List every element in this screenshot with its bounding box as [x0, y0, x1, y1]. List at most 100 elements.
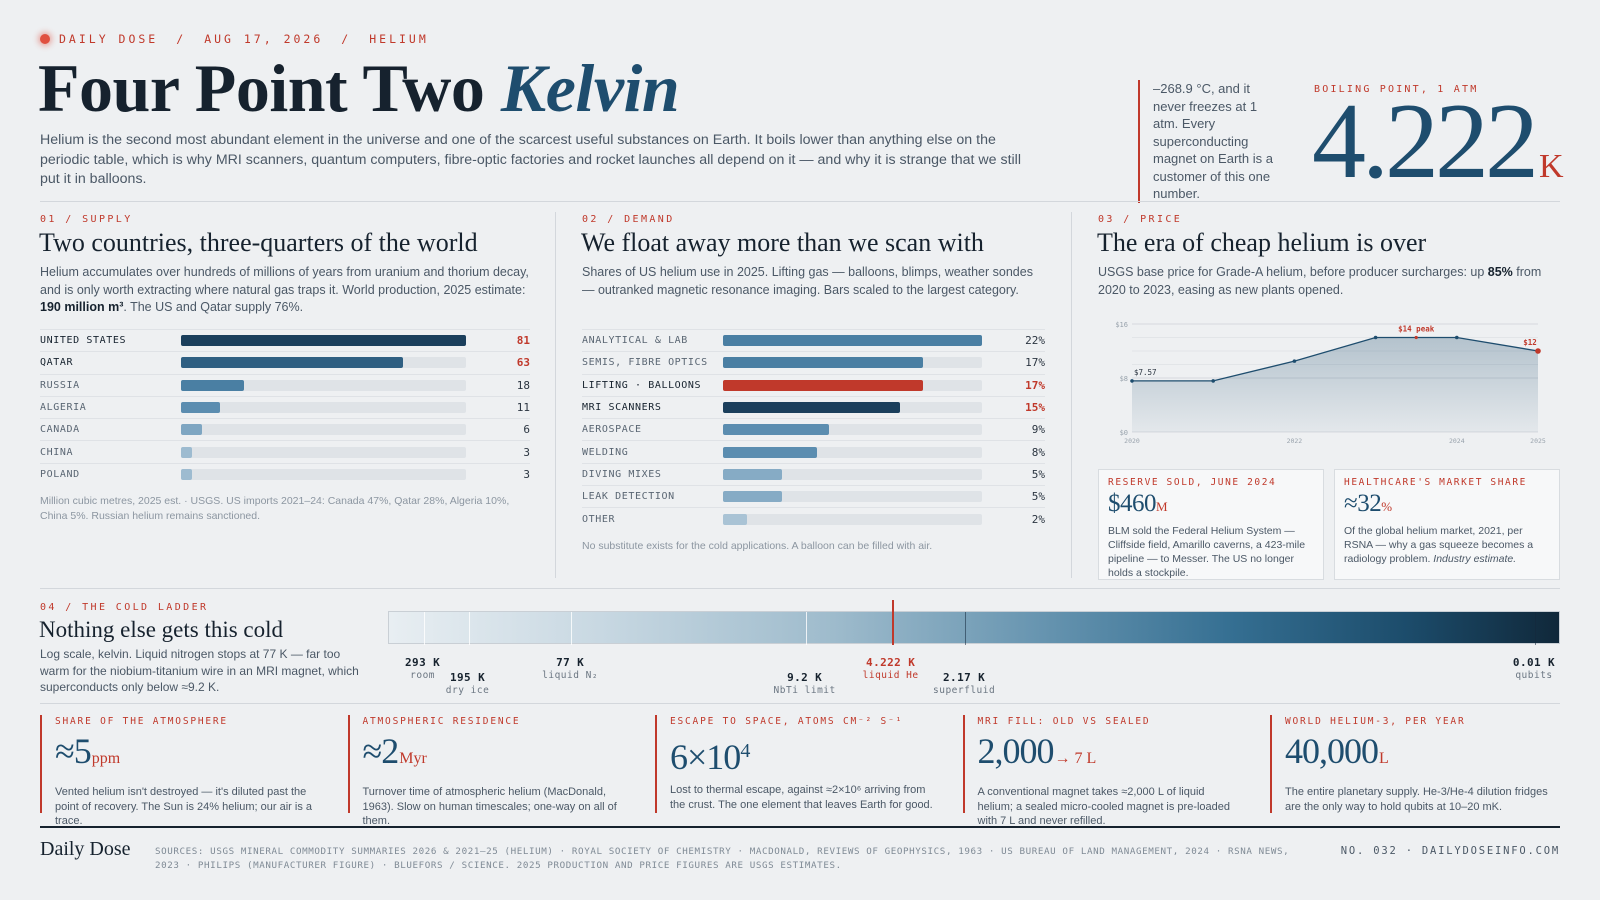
bar-value: 5% [1031, 467, 1045, 481]
supply-bar-chart: UNITED STATES 81 QATAR 63 RUSSIA 18 ALGERIA 11 C… [40, 329, 530, 485]
x-tick-label: 2025 [1530, 437, 1546, 445]
bar-label: ALGERIA [40, 402, 87, 414]
stat-unit: ppm [91, 750, 121, 767]
ladder-sub: liquid N₂ [542, 670, 599, 681]
kicker-sep: / [176, 32, 187, 46]
column-divider [1071, 212, 1072, 578]
healthcare-card: HEALTHCARE'S MARKET SHARE ≈32% Of the gl… [1334, 469, 1560, 580]
bar-label: POLAND [40, 468, 80, 480]
card-text: BLM sold the Federal Helium System — Cli… [1108, 525, 1306, 579]
price-chart: $0 $8 $16 $7.57 $14 peak $12 2020 2022 2024 2025 [1115, 321, 1546, 445]
price-point [1455, 335, 1459, 340]
bar-value: 9% [1031, 423, 1045, 437]
stat-value: 2,000→ 7 L [978, 731, 1243, 779]
bar-label: CHINA [40, 446, 74, 458]
bar-fill [723, 402, 900, 414]
bar-track [723, 468, 982, 480]
stat-value: ≈5ppm [55, 731, 320, 779]
temperature-ladder [388, 600, 1560, 645]
ladder-value: 9.2 K [787, 671, 823, 684]
price-point [1130, 379, 1134, 383]
bar-track [181, 424, 466, 436]
bar-value: 3 [523, 467, 530, 481]
stat-number: 40,000 [1285, 731, 1379, 771]
ladder-sub: dry ice [445, 685, 490, 696]
stat-unit: Myr [399, 750, 427, 767]
stat-number: ≈2 [362, 731, 400, 771]
bar-track [181, 446, 466, 458]
boiling-note: –268.9 °C, and it never freezes at 1 atm… [1138, 80, 1284, 203]
supply-desc-text: . The US and Qatar supply 76%. [123, 300, 304, 314]
bar-track [723, 357, 982, 369]
stat-block: WORLD HELIUM-3, PER YEAR 40,000L The entir… [1270, 715, 1550, 813]
stat-label: WORLD HELIUM-3, PER YEAR [1285, 716, 1466, 727]
bar-track [181, 357, 466, 369]
boiling-number: 4.222 [1312, 82, 1539, 201]
bar-value: 8% [1031, 445, 1045, 459]
bar-label: LEAK DETECTION [582, 491, 675, 503]
stat-label: MRI FILL: OLD VS SEALED [977, 716, 1151, 727]
supply-note: Million cubic metres, 2025 est. · USGS. … [40, 495, 510, 522]
kicker: DAILY DOSE / AUG 17, 2026 / HELIUM [40, 32, 429, 46]
stat-block: MRI FILL: OLD VS SEALED 2,000→ 7 L A conve… [962, 715, 1243, 827]
bar-label: MRI SCANNERS [582, 402, 662, 414]
cold-desc: Log scale, kelvin. Liquid nitrogen stops… [40, 647, 359, 694]
bar-fill [723, 357, 924, 369]
demand-label: 02 / DEMAND [582, 214, 675, 225]
ladder-value: 2.17 K [943, 671, 986, 684]
bar-track [723, 379, 982, 391]
bar-fill [181, 335, 466, 347]
boiling-unit: K [1539, 148, 1564, 185]
supply-desc-text: Helium accumulates over hundreds of mill… [40, 265, 529, 297]
ladder-value: 4.222 K [866, 656, 916, 669]
column-divider [555, 212, 556, 578]
card-text-main: Of the global helium market, 2021, per R… [1344, 525, 1534, 565]
bar-fill [181, 357, 403, 369]
card-value: ≈32% [1344, 489, 1550, 522]
bar-row: LIFTING · BALLOONS 17% [582, 373, 1045, 396]
demand-desc: Shares of US helium use in 2025. Lifting… [582, 265, 1033, 297]
stat-label: ESCAPE TO SPACE, ATOMS CM⁻² S⁻¹ [670, 716, 904, 727]
card-label: HEALTHCARE'S MARKET SHARE [1344, 477, 1527, 488]
bar-label: OTHER [582, 513, 616, 525]
bar-row: QATAR 63 [40, 351, 530, 373]
price-title: The era of cheap helium is over [1097, 228, 1427, 257]
stat-text: A conventional magnet takes ≈2,000 L of … [977, 786, 1231, 827]
bar-value: 22% [1025, 334, 1045, 348]
stat-number: 2,000 [977, 731, 1055, 771]
boiling-label: BOILING POINT, 1 ATM [1314, 84, 1479, 95]
price-point [1292, 359, 1297, 363]
bar-row: RUSSIA 18 [40, 373, 530, 396]
price-desc-text: from 2020 to 2023, easing as new plants … [1098, 265, 1542, 297]
bar-track [181, 379, 466, 391]
reserve-card: RESERVE SOLD, JUNE 2024 $460M BLM sold t… [1098, 469, 1324, 580]
bar-row: ALGERIA 11 [40, 395, 530, 418]
bar-track [181, 468, 466, 480]
ladder-tick [805, 612, 807, 645]
bar-fill [181, 402, 220, 414]
bar-label: RUSSIA [40, 379, 80, 391]
bar-value: 15% [1025, 401, 1045, 415]
bar-value: 63 [516, 356, 530, 370]
price-label: 03 / PRICE [1098, 214, 1183, 225]
ladder-sub: NbTi limit [773, 685, 836, 696]
stat-number: ≈5 [55, 731, 92, 771]
y-tick-label: $16 [1115, 321, 1128, 329]
bar-track [181, 335, 466, 347]
card-value-number: ≈32 [1344, 490, 1382, 517]
bar-label: UNITED STATES [40, 335, 127, 347]
stat-value: 6×104 [670, 731, 935, 777]
stat-block: ATMOSPHERIC RESIDENCE ≈2Myr Turnover time … [347, 715, 628, 827]
supply-desc: Helium accumulates over hundreds of mill… [40, 264, 530, 317]
bar-label: AEROSPACE [582, 424, 642, 436]
footer-rule [40, 826, 1560, 828]
bar-row: ANALYTICAL & LAB 22% [582, 329, 1045, 351]
bar-label: LIFTING · BALLOONS [582, 379, 702, 391]
footer-brand: Daily Dose [40, 838, 131, 860]
stat-text: The entire planetary supply. He-3/He-4 d… [1285, 786, 1548, 813]
bar-fill [723, 379, 924, 391]
